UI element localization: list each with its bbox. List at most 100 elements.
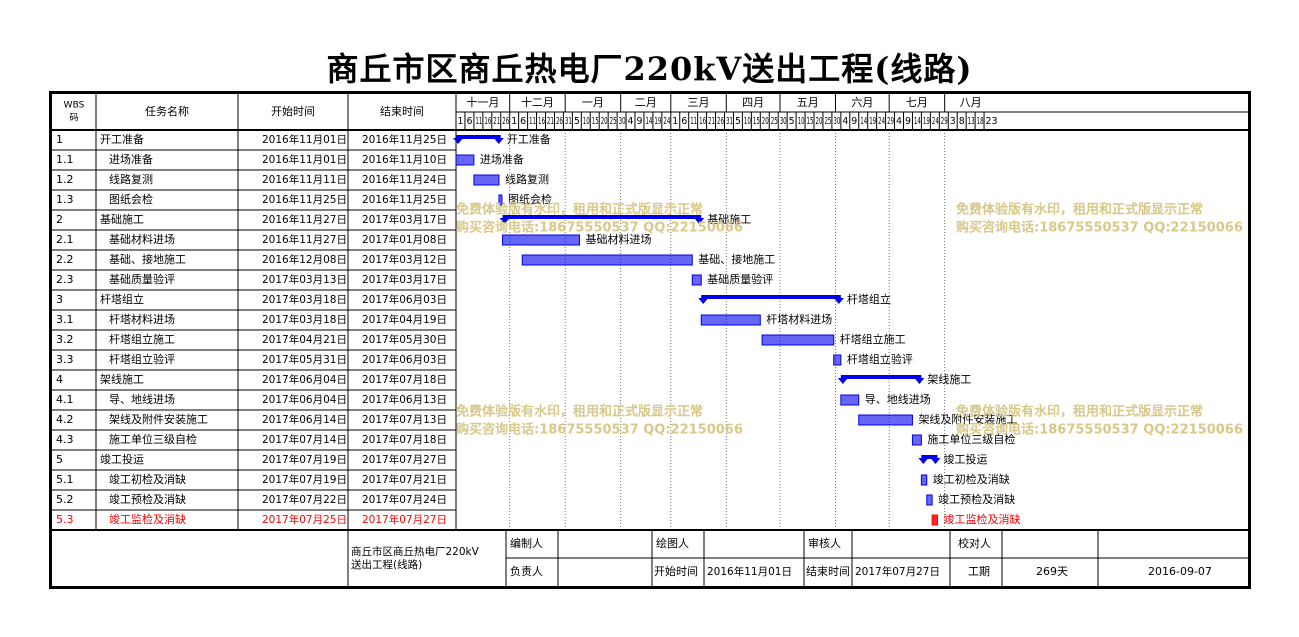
watermark-line-1: 免费体验版有水印，租用和正式版显示正常 [956, 202, 1203, 218]
task-end: 2017年01月08日 [362, 233, 447, 246]
footer-duration-label: 工期 [968, 565, 990, 578]
day-label: 16 [699, 116, 706, 127]
day-label: 31 [565, 116, 572, 127]
task-end: 2016年11月25日 [362, 193, 447, 206]
summary-bar [701, 295, 841, 299]
day-label: 30 [780, 116, 787, 127]
task-end: 2016年11月10日 [362, 153, 447, 166]
day-label: 13 [968, 116, 975, 127]
day-label: 25 [610, 116, 617, 127]
task-start: 2016年11月27日 [262, 213, 347, 226]
day-label: 9 [851, 116, 857, 127]
task-end: 2017年03月17日 [362, 273, 447, 286]
day-label: 24 [932, 116, 939, 127]
task-name: 导、地线进场 [109, 392, 175, 406]
footer-start-value: 2016年11月01日 [707, 565, 792, 578]
bar-label: 杆塔材料进场 [766, 312, 832, 326]
task-wbs: 1.1 [56, 153, 74, 166]
day-label: 10 [798, 116, 805, 127]
summary-end-marker [493, 138, 504, 144]
task-end: 2017年05月30日 [362, 333, 447, 346]
header-end-time: 结束时间 [380, 105, 424, 118]
day-label: 24 [663, 116, 670, 127]
day-label: 9 [905, 116, 911, 127]
bar-label: 基础、接地施工 [698, 253, 775, 266]
day-label: 30 [833, 116, 840, 127]
task-end: 2017年07月18日 [362, 373, 447, 386]
task-wbs: 4.2 [56, 413, 74, 426]
task-start: 2016年12月08日 [262, 253, 347, 266]
bar-label: 基础施工 [707, 213, 751, 226]
bar-label: 导、地线进场 [865, 392, 931, 406]
day-label: 1 [672, 116, 678, 127]
task-bar [498, 194, 503, 206]
footer-end-value: 2017年07月27日 [855, 565, 940, 578]
header-task-name: 任务名称 [145, 104, 189, 118]
page-title: 商丘市区商丘热电厂220kV送出工程(线路) [326, 50, 973, 88]
summary-start-marker [918, 458, 929, 464]
watermark-line-2: 购买咨询电话:18675550537 QQ:22150066 [456, 422, 743, 438]
day-label: 4 [896, 116, 902, 127]
day-label: 14 [860, 116, 867, 127]
day-label: 8 [959, 116, 965, 127]
task-wbs: 3 [56, 293, 63, 306]
task-start: 2017年03月18日 [262, 293, 347, 306]
task-name: 竣工初检及消缺 [109, 472, 186, 486]
bar-label: 杆塔组立 [847, 292, 891, 306]
footer-project-name: 送出工程(线路) [351, 558, 422, 571]
task-name: 基础、接地施工 [109, 253, 186, 266]
day-label: 10 [583, 116, 590, 127]
task-start: 2016年11月25日 [262, 193, 347, 206]
bar-label: 开工准备 [507, 132, 551, 146]
day-label: 5 [574, 116, 580, 127]
footer-print-date: 2016-09-07 [1148, 565, 1212, 578]
task-start: 2017年04月21日 [262, 333, 347, 346]
day-label: 15 [753, 116, 760, 127]
task-end: 2017年06月13日 [362, 393, 447, 406]
header-start-time: 开始时间 [271, 104, 315, 118]
bar-label: 进场准备 [480, 152, 524, 166]
day-label: 21 [708, 116, 715, 127]
task-start: 2017年05月31日 [262, 353, 347, 366]
bar-label: 架线及附件安装施工 [918, 412, 1017, 426]
task-name: 竣工投运 [100, 452, 144, 466]
summary-start-marker [837, 378, 848, 384]
gantt-sheet: WBS 码任务名称 开始时间 结束时间 十一月 十二月 一月 二月 三月 四月 五月 六月 七月 八月 1 6… [49, 91, 1251, 589]
bar-label: 基础材料进场 [586, 232, 652, 246]
task-wbs: 5.2 [56, 493, 74, 506]
task-bar [926, 494, 933, 506]
day-label: 26 [556, 116, 563, 127]
task-end: 2017年06月03日 [362, 353, 447, 366]
summary-start-marker [698, 298, 709, 304]
task-name: 杆塔组立 [100, 292, 144, 306]
task-name: 线路复测 [109, 172, 153, 186]
task-end: 2017年06月03日 [362, 293, 447, 306]
day-label: 16 [484, 116, 491, 127]
header-wbs: WBS [64, 101, 85, 111]
task-bar [691, 274, 702, 286]
task-end: 2017年04月19日 [362, 313, 447, 326]
task-wbs: 5.3 [56, 513, 74, 526]
month-label: 一月 [582, 96, 604, 109]
task-name: 进场准备 [109, 152, 153, 166]
summary-bar [456, 135, 501, 139]
task-wbs: 4.3 [56, 433, 74, 446]
task-name: 杆塔组立验评 [109, 352, 175, 366]
day-label: 31 [726, 116, 733, 127]
task-wbs: 5 [56, 453, 63, 466]
day-label: 20 [601, 116, 608, 127]
day-label: 19 [923, 116, 930, 127]
bar-label: 架线施工 [927, 372, 971, 386]
bar-label: 竣工初检及消缺 [933, 472, 1010, 486]
day-label: 1 [511, 116, 517, 127]
watermark-line-2: 购买咨询电话:18675550537 QQ:22150066 [956, 422, 1243, 438]
summary-end-marker [833, 298, 844, 304]
day-label: 11 [475, 116, 482, 127]
day-label: 9 [637, 116, 643, 127]
task-wbs: 4.1 [56, 393, 74, 406]
summary-start-marker [453, 138, 463, 144]
task-start: 2017年07月25日 [262, 513, 347, 526]
task-bar [920, 474, 928, 486]
month-label: 十二月 [521, 95, 554, 109]
